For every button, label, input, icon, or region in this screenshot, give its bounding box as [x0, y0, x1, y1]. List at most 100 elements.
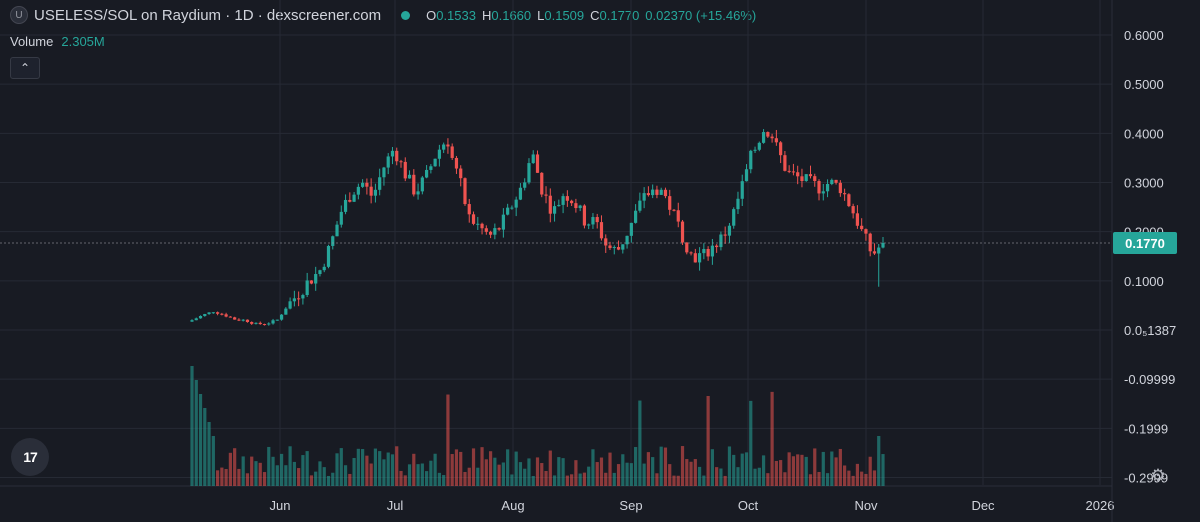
tradingview-logo-icon[interactable]: 17: [11, 438, 49, 476]
candle-body: [770, 136, 774, 139]
volume-bar: [868, 456, 872, 486]
candle-body: [779, 142, 783, 156]
volume-bar: [501, 462, 505, 486]
volume-bar: [791, 456, 796, 486]
candle-body: [305, 280, 309, 296]
volume-bar: [727, 446, 732, 486]
volume-bar: [651, 457, 655, 486]
candle-body: [424, 169, 429, 178]
volume-bar: [783, 472, 787, 486]
candle-body: [727, 225, 732, 236]
candle-body: [697, 253, 702, 263]
candle-body: [318, 270, 322, 275]
volume-bar: [459, 451, 463, 486]
candle-body: [753, 149, 757, 151]
gear-icon[interactable]: ⚙: [1150, 466, 1166, 485]
ohlc-change: 0.02370 (+15.46%): [645, 7, 757, 23]
volume-bar: [646, 452, 651, 486]
candle-body: [361, 182, 365, 187]
volume-bar: [582, 472, 587, 486]
candle-body: [395, 150, 399, 162]
candle-body: [416, 191, 420, 195]
candle-body: [877, 247, 881, 254]
volume-bar: [736, 467, 740, 486]
volume-bar: [612, 472, 616, 486]
volume-bar: [395, 446, 399, 486]
volume-bar: [203, 408, 207, 486]
candle-body: [523, 182, 527, 188]
candle-body: [407, 174, 412, 179]
candle-body: [591, 217, 595, 225]
candle-body: [736, 198, 740, 210]
candle-body: [570, 200, 574, 204]
candle-body: [843, 193, 847, 195]
symbol-badge-icon: U: [10, 6, 28, 24]
volume-bar: [881, 454, 885, 486]
volume-bar: [565, 475, 569, 486]
candle-body: [646, 193, 651, 196]
volume-bar: [407, 464, 412, 486]
candle-body: [851, 206, 855, 214]
candle-body: [540, 172, 544, 195]
volume-bar: [715, 467, 719, 486]
volume-bar: [361, 449, 365, 486]
volume-label: Volume: [10, 34, 54, 49]
volume-bar: [642, 463, 646, 486]
volume-readout: Volume 2.305M: [10, 34, 105, 49]
candle-body: [335, 224, 339, 237]
volume-bar: [198, 394, 203, 486]
candle-body: [292, 298, 296, 302]
volume-bar: [732, 454, 736, 486]
candle-body: [604, 238, 608, 246]
volume-bar: [574, 460, 578, 486]
volume-bar: [250, 456, 254, 486]
candle-body: [732, 209, 736, 226]
volume-bar: [757, 467, 761, 486]
candle-body: [250, 322, 254, 324]
collapse-legend-button[interactable]: ⌃: [10, 57, 40, 79]
candle-body: [301, 295, 305, 299]
volume-bar: [851, 475, 855, 486]
candle-body: [774, 138, 778, 143]
y-tick-label: -0.09999: [1124, 372, 1175, 387]
candle-body: [685, 242, 689, 253]
volume-bar: [608, 452, 612, 486]
volume-bar: [348, 473, 352, 486]
candle-body: [817, 181, 821, 194]
volume-bar: [352, 457, 356, 486]
volume-bar: [373, 448, 378, 486]
candle-body: [813, 176, 817, 182]
candle-body: [757, 142, 761, 150]
candle-body: [552, 206, 557, 214]
volume-bar: [710, 449, 714, 486]
candle-body: [629, 222, 633, 236]
candle-body: [309, 280, 314, 284]
ohlc-low: L0.1509: [537, 7, 585, 23]
volume-bar: [864, 473, 868, 486]
candle-body: [497, 228, 501, 230]
candle-body: [808, 174, 813, 177]
volume-bar: [467, 467, 471, 486]
candle-body: [689, 252, 693, 254]
candle-body: [587, 224, 591, 226]
volume-bar: [463, 471, 467, 486]
volume-bar: [403, 475, 407, 486]
volume-bar: [399, 470, 403, 486]
candle-body: [766, 132, 770, 137]
candle-body: [275, 319, 279, 321]
candle-body: [872, 251, 877, 254]
candle-body: [668, 196, 672, 210]
candle-body: [207, 312, 211, 315]
candle-body: [864, 229, 868, 234]
candle-body: [531, 154, 535, 164]
volume-bar: [429, 460, 433, 486]
volume-bar: [634, 447, 638, 486]
candle-body: [297, 298, 301, 300]
volume-bar: [877, 436, 881, 486]
volume-bar: [471, 448, 476, 486]
volume-bar: [497, 464, 501, 486]
candle-body: [343, 199, 348, 212]
volume-bar: [224, 469, 228, 486]
x-tick-label: Oct: [738, 498, 759, 513]
